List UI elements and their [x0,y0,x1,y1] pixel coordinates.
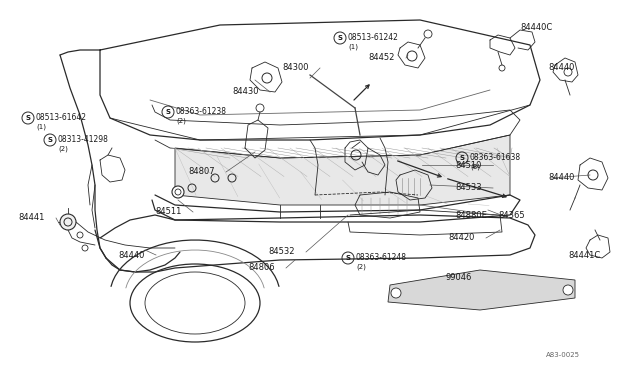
Text: 84440C: 84440C [520,23,552,32]
Text: 84440: 84440 [118,250,145,260]
Text: 84420: 84420 [448,234,474,243]
Text: 84511: 84511 [155,208,181,217]
Text: S: S [346,255,351,261]
Text: 84430: 84430 [232,87,259,96]
Circle shape [391,288,401,298]
Text: 84365: 84365 [498,211,525,219]
Text: S: S [47,137,52,143]
Text: S: S [337,35,342,41]
Text: 08363-61238: 08363-61238 [176,108,227,116]
Text: (8): (8) [470,164,480,170]
Text: 84440: 84440 [548,64,574,73]
Text: 84807: 84807 [188,167,214,176]
Text: S: S [166,109,170,115]
Text: 84300: 84300 [282,64,308,73]
Text: S: S [26,115,31,121]
Text: 08363-61248: 08363-61248 [356,253,407,263]
Text: 08363-61638: 08363-61638 [470,154,521,163]
Circle shape [563,285,573,295]
Polygon shape [388,270,575,310]
Text: (2): (2) [176,118,186,124]
Text: 84880E: 84880E [455,211,487,219]
Text: 84532: 84532 [268,247,294,257]
Text: A83-0025: A83-0025 [546,352,580,358]
Text: 08313-41298: 08313-41298 [58,135,109,144]
Text: 84806: 84806 [248,263,275,273]
Text: (2): (2) [356,264,366,270]
Text: 84452: 84452 [368,54,394,62]
Polygon shape [175,135,510,205]
Text: 84533: 84533 [455,183,482,192]
Text: (1): (1) [348,44,358,50]
Text: (1): (1) [36,124,46,130]
Text: 99046: 99046 [445,273,472,282]
Text: S: S [460,155,465,161]
Text: 84441C: 84441C [568,250,600,260]
Text: 08513-61642: 08513-61642 [36,113,87,122]
Text: 08513-61242: 08513-61242 [348,33,399,42]
Circle shape [172,186,184,198]
Circle shape [60,214,76,230]
Text: 84510: 84510 [455,160,481,170]
Text: 84440: 84440 [548,173,574,183]
Text: 84441: 84441 [18,214,44,222]
Text: (2): (2) [58,146,68,152]
